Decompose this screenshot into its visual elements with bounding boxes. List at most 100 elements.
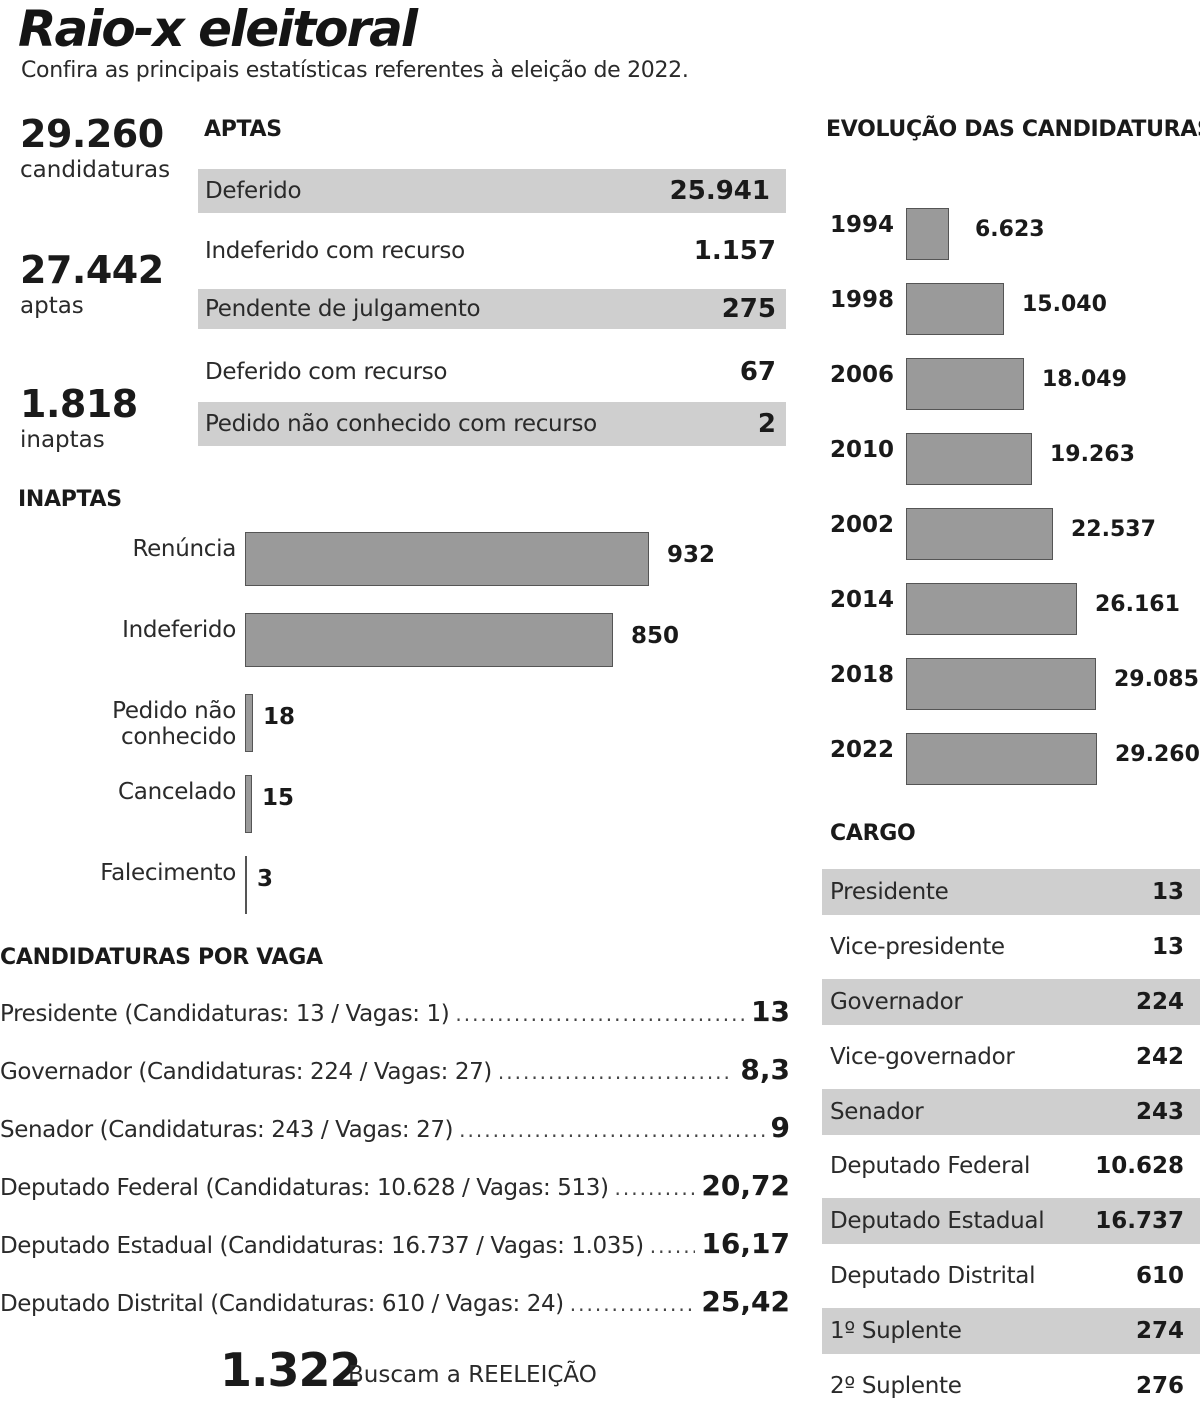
dotted-leader (570, 1292, 696, 1316)
inaptas-bar (245, 694, 253, 752)
vaga-row-value: 8,3 (740, 1053, 790, 1086)
inaptas-bar-value: 3 (257, 866, 274, 892)
reeleicao-label: Buscam a REELEIÇÃO (348, 1362, 597, 1388)
vaga-row-value: 9 (770, 1111, 790, 1144)
dotted-leader (650, 1234, 696, 1258)
cargo-row-label: 1º Suplente (830, 1318, 962, 1344)
aptas-row-label: Pedido não conhecido com recurso (205, 411, 597, 437)
evolucao-bar-value: 29.085 (1114, 667, 1199, 692)
dotted-leader (455, 1002, 745, 1026)
cargo-row-label: Governador (830, 989, 963, 1015)
evolucao-bar-value: 19.263 (1050, 442, 1135, 467)
evolucao-bar (906, 508, 1053, 560)
cargo-row: Vice-governador 242 (822, 1034, 1200, 1080)
aptas-row-label: Deferido (205, 178, 302, 204)
aptas-row: Deferido 25.941 (198, 169, 786, 213)
inaptas-bar-label: Cancelado (118, 779, 236, 805)
aptas-row-value: 2 (757, 409, 776, 439)
evolucao-year-label: 2006 (830, 362, 895, 388)
cargo-row-value: 224 (1135, 989, 1184, 1015)
total-aptas-label: aptas (20, 293, 84, 319)
aptas-row-value: 1.157 (693, 236, 776, 266)
cargo-row-value: 242 (1135, 1044, 1184, 1070)
evolucao-year-label: 2002 (830, 512, 895, 538)
cargo-row-label: Deputado Estadual (830, 1208, 1045, 1234)
evolucao-bar (906, 733, 1097, 785)
inaptas-heading: INAPTAS (18, 487, 122, 512)
evolucao-bar (906, 658, 1096, 710)
evolucao-bar (906, 583, 1077, 635)
cargo-row: Presidente 13 (822, 869, 1200, 915)
vaga-row: Deputado Estadual (Candidaturas: 16.737 … (0, 1227, 790, 1267)
cargo-row-label: Vice-presidente (830, 934, 1005, 960)
page-subtitle: Confira as principais estatísticas refer… (21, 58, 689, 83)
evolucao-bar-value: 26.161 (1095, 592, 1180, 617)
cargo-row: 2º Suplente 276 (822, 1363, 1200, 1409)
cargo-row-label: 2º Suplente (830, 1373, 962, 1399)
vaga-row: Deputado Distrital (Candidaturas: 610 / … (0, 1285, 790, 1325)
inaptas-bar-value: 15 (262, 785, 295, 811)
cargo-row-value: 16.737 (1095, 1208, 1184, 1234)
aptas-row-value: 67 (739, 357, 776, 387)
evolucao-bar-value: 18.049 (1042, 367, 1127, 392)
cargo-row-value: 243 (1135, 1099, 1184, 1125)
cargo-row-label: Presidente (830, 879, 949, 905)
inaptas-bar (245, 775, 252, 833)
cargo-heading: CARGO (830, 821, 916, 846)
inaptas-bar-value: 932 (667, 542, 716, 568)
vaga-row-label: Deputado Federal (Candidaturas: 10.628 /… (0, 1175, 609, 1201)
total-aptas-value: 27.442 (20, 248, 164, 292)
total-candidaturas-label: candidaturas (20, 157, 171, 183)
cargo-row-label: Deputado Federal (830, 1153, 1031, 1179)
cargo-row-label: Senador (830, 1099, 924, 1125)
vaga-row-value: 20,72 (701, 1169, 790, 1202)
inaptas-bar-label: Indeferido (122, 617, 236, 643)
inaptas-bar (245, 532, 649, 586)
evolucao-bar (906, 283, 1004, 335)
evolucao-year-label: 1994 (830, 212, 895, 238)
aptas-row-value: 275 (721, 294, 776, 324)
dotted-leader (459, 1118, 764, 1142)
total-inaptas-value: 1.818 (20, 382, 138, 426)
cargo-row: Senador 243 (822, 1089, 1200, 1135)
aptas-row-label: Indeferido com recurso (205, 238, 465, 264)
aptas-row: Indeferido com recurso 1.157 (198, 229, 786, 273)
dotted-leader (498, 1060, 735, 1084)
cargo-row-value: 274 (1135, 1318, 1184, 1344)
evolucao-year-label: 1998 (830, 287, 895, 313)
aptas-row: Pedido não conhecido com recurso 2 (198, 402, 786, 446)
vaga-row-value: 13 (751, 995, 790, 1028)
vaga-row: Senador (Candidaturas: 243 / Vagas: 27) … (0, 1111, 790, 1151)
inaptas-bar (245, 613, 613, 667)
evolucao-year-label: 2010 (830, 437, 895, 463)
aptas-row-label: Deferido com recurso (205, 359, 448, 385)
total-candidaturas-value: 29.260 (20, 112, 164, 156)
cargo-row-value: 610 (1135, 1263, 1184, 1289)
aptas-row-value: 25.941 (669, 176, 770, 206)
cargo-row: Vice-presidente 13 (822, 924, 1200, 970)
inaptas-bar-label: Pedido não conhecido (112, 698, 236, 750)
aptas-row: Pendente de julgamento 275 (198, 289, 786, 329)
aptas-heading: APTAS (204, 117, 282, 142)
vaga-row: Presidente (Candidaturas: 13 / Vagas: 1)… (0, 995, 790, 1035)
vaga-row-value: 25,42 (701, 1285, 790, 1318)
evolucao-bar (906, 433, 1032, 485)
page-title: Raio-x eleitoral (18, 0, 418, 58)
dotted-leader (615, 1176, 696, 1200)
vaga-row-label: Deputado Distrital (Candidaturas: 610 / … (0, 1291, 564, 1317)
evolucao-bar-value: 29.260 (1115, 742, 1200, 767)
evolucao-year-label: 2022 (830, 737, 895, 763)
vaga-row-label: Senador (Candidaturas: 243 / Vagas: 27) (0, 1117, 454, 1143)
cargo-row-label: Vice-governador (830, 1044, 1015, 1070)
cargo-row: 1º Suplente 274 (822, 1308, 1200, 1354)
inaptas-bar-value: 850 (631, 623, 680, 649)
vaga-row-label: Deputado Estadual (Candidaturas: 16.737 … (0, 1233, 644, 1259)
vaga-row-label: Presidente (Candidaturas: 13 / Vagas: 1) (0, 1001, 450, 1027)
cargo-row: Deputado Estadual 16.737 (822, 1198, 1200, 1244)
cargo-row-value: 13 (1151, 879, 1184, 905)
cargo-row-value: 10.628 (1095, 1153, 1184, 1179)
evolucao-year-label: 2018 (830, 662, 895, 688)
evolucao-bar-value: 6.623 (975, 217, 1045, 242)
evolucao-year-label: 2014 (830, 587, 895, 613)
inaptas-bar-value: 18 (263, 704, 296, 730)
